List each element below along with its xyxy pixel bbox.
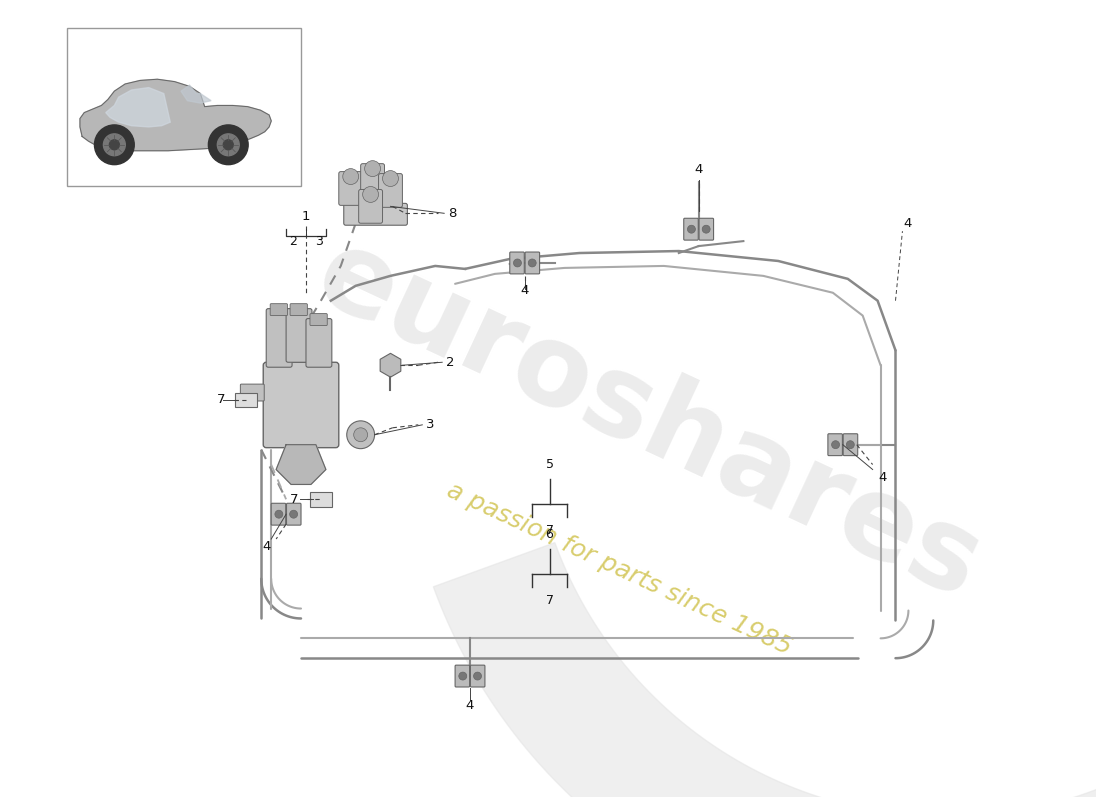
FancyBboxPatch shape <box>286 503 301 525</box>
Circle shape <box>528 259 536 267</box>
Circle shape <box>223 140 233 150</box>
Bar <box>67 28 301 186</box>
Text: 3: 3 <box>426 418 434 431</box>
Circle shape <box>459 672 466 680</box>
Text: 4: 4 <box>520 284 529 298</box>
FancyBboxPatch shape <box>361 164 385 198</box>
Circle shape <box>832 441 839 449</box>
Polygon shape <box>106 87 170 127</box>
Circle shape <box>343 169 359 185</box>
FancyBboxPatch shape <box>700 218 714 240</box>
Text: 7: 7 <box>217 394 226 406</box>
Circle shape <box>95 125 134 165</box>
Bar <box>235 393 257 407</box>
Polygon shape <box>381 354 400 377</box>
Text: 4: 4 <box>465 699 474 712</box>
Circle shape <box>275 510 283 518</box>
Circle shape <box>363 186 378 202</box>
FancyBboxPatch shape <box>339 171 363 206</box>
Circle shape <box>109 140 119 150</box>
Text: 4: 4 <box>262 541 271 554</box>
FancyBboxPatch shape <box>286 309 312 362</box>
FancyBboxPatch shape <box>272 503 286 525</box>
FancyBboxPatch shape <box>241 384 264 401</box>
FancyBboxPatch shape <box>828 434 843 456</box>
Text: 4: 4 <box>879 471 887 484</box>
Polygon shape <box>433 0 1100 800</box>
FancyBboxPatch shape <box>306 318 332 367</box>
Bar <box>310 492 332 506</box>
FancyBboxPatch shape <box>290 304 307 315</box>
Text: 7: 7 <box>546 594 553 606</box>
Text: 6: 6 <box>546 528 553 541</box>
FancyBboxPatch shape <box>263 362 339 448</box>
Text: 7: 7 <box>546 524 553 537</box>
Text: 7: 7 <box>289 493 298 506</box>
Circle shape <box>474 672 482 680</box>
Circle shape <box>208 125 249 165</box>
FancyBboxPatch shape <box>378 174 403 207</box>
FancyBboxPatch shape <box>266 309 293 367</box>
Text: 8: 8 <box>448 207 456 220</box>
Text: 2: 2 <box>289 234 297 248</box>
Text: 5: 5 <box>546 458 553 471</box>
Text: 3: 3 <box>315 234 322 248</box>
Circle shape <box>688 226 695 233</box>
FancyBboxPatch shape <box>271 304 287 315</box>
FancyBboxPatch shape <box>509 252 525 274</box>
FancyBboxPatch shape <box>310 314 328 326</box>
Circle shape <box>383 170 398 186</box>
Circle shape <box>702 226 711 233</box>
FancyBboxPatch shape <box>684 218 699 240</box>
Text: euroshares: euroshares <box>299 218 999 622</box>
Circle shape <box>364 161 381 177</box>
Text: a passion for parts since 1985: a passion for parts since 1985 <box>443 478 795 659</box>
Text: 4: 4 <box>903 217 912 230</box>
Circle shape <box>354 428 367 442</box>
Circle shape <box>289 510 298 518</box>
Circle shape <box>103 134 125 156</box>
Circle shape <box>846 441 855 449</box>
FancyBboxPatch shape <box>471 665 485 687</box>
Circle shape <box>514 259 521 267</box>
Text: 2: 2 <box>446 356 454 369</box>
Polygon shape <box>80 79 272 150</box>
Polygon shape <box>182 86 211 103</box>
FancyBboxPatch shape <box>525 252 540 274</box>
FancyBboxPatch shape <box>844 434 858 456</box>
FancyBboxPatch shape <box>344 203 407 226</box>
Polygon shape <box>276 445 326 485</box>
Circle shape <box>218 134 239 156</box>
Circle shape <box>346 421 375 449</box>
FancyBboxPatch shape <box>359 190 383 223</box>
FancyBboxPatch shape <box>455 665 470 687</box>
Text: 1: 1 <box>301 210 310 222</box>
Text: 4: 4 <box>694 163 703 176</box>
